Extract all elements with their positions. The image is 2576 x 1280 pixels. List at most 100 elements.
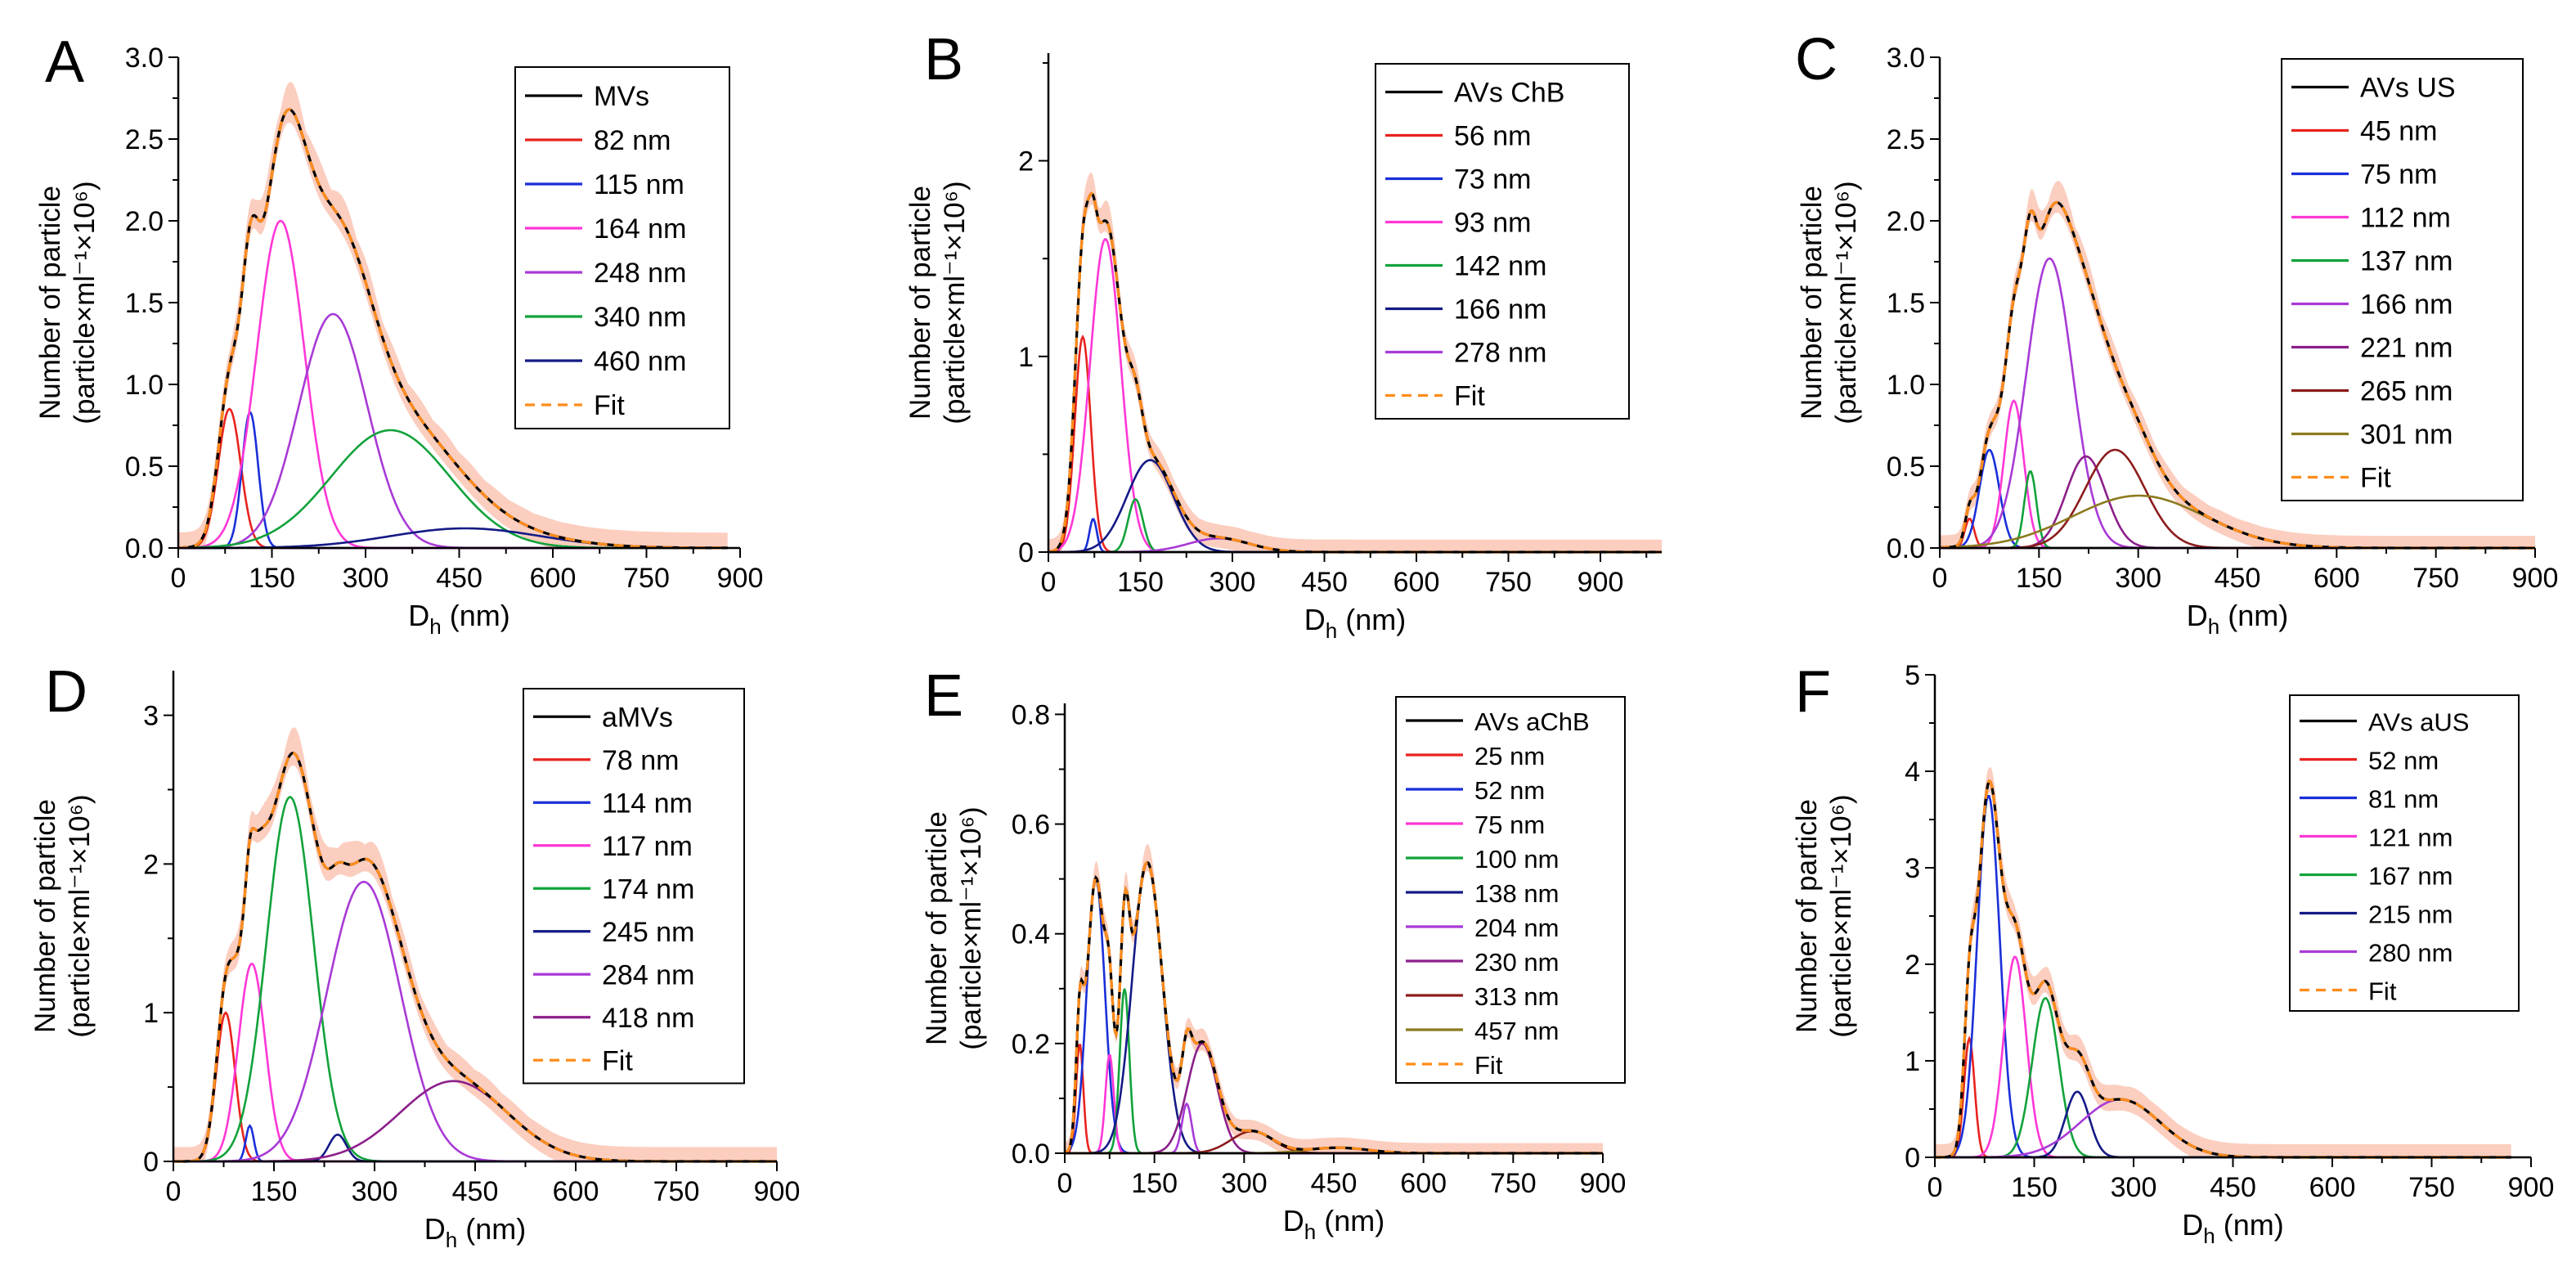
error-band — [1935, 766, 2511, 1157]
x-tick-label: 600 — [530, 563, 577, 594]
y-axis-title-line2: (particle×ml⁻¹×10⁶) — [1830, 181, 1862, 424]
y-axis-title: Number of particle (particle×ml⁻¹×10⁶) — [1796, 181, 1862, 424]
x-tick-label: 450 — [2215, 563, 2261, 594]
panel-E: E 0 150 300 450 600 750 900 0.0 0.2 0.4 0.6 0.8 Dh (n… — [921, 663, 1626, 1244]
legend-box — [2281, 58, 2524, 501]
panel-letter: E — [924, 663, 963, 729]
y-axis-title-line1: Number of particle — [29, 799, 61, 1033]
legend-label: 245 nm — [602, 917, 694, 948]
panel-letter: B — [924, 27, 963, 92]
y-tick-label: 2.5 — [125, 124, 164, 155]
x-tick-label: 0 — [1057, 1168, 1073, 1199]
y-tick-label: 3.0 — [125, 43, 164, 74]
x-tick-label: 150 — [249, 563, 295, 594]
x-tick-label: 450 — [452, 1176, 499, 1207]
y-axis-title: Number of particle (particle×ml⁻¹×10⁶) — [34, 181, 101, 424]
x-tick-label: 900 — [1580, 1168, 1627, 1199]
legend-label: 265 nm — [2360, 376, 2453, 407]
x-tick-label: 600 — [553, 1176, 599, 1207]
error-band — [1940, 181, 2535, 549]
legend-box — [514, 66, 730, 429]
x-tick-label: 0 — [171, 563, 186, 594]
x-tick-label: 900 — [717, 563, 764, 594]
y-tick-label: 2.0 — [1887, 206, 1925, 237]
legend-label: 174 nm — [602, 874, 694, 905]
x-tick-label: 750 — [1490, 1168, 1537, 1199]
legend-label: 457 nm — [1474, 1017, 1559, 1045]
y-axis-title-line2: (particle×ml⁻¹×10⁶) — [1825, 794, 1857, 1037]
legend-label: 167 nm — [2368, 862, 2453, 891]
x-tick-label: 750 — [653, 1176, 700, 1207]
y-axis-title-line2: (particle×ml⁻¹×10⁶) — [939, 181, 971, 424]
y-axis-title-line1: Number of particle — [921, 811, 953, 1045]
y-axis-title: Number of particle (particle×ml⁻¹×10⁶) — [1791, 794, 1857, 1037]
legend-label: 284 nm — [602, 959, 694, 990]
legend-label: AVs aUS — [2368, 708, 2469, 737]
x-tick-label: 300 — [2111, 1172, 2157, 1203]
legend-label: 121 nm — [2368, 824, 2453, 852]
legend-label: 418 nm — [602, 1003, 694, 1034]
x-axis-title: Dh (nm) — [1304, 603, 1406, 643]
x-tick-label: 150 — [251, 1176, 298, 1207]
series-fit — [178, 108, 728, 550]
y-axis-title-line2: (particle×ml⁻¹×10⁶) — [955, 806, 987, 1049]
legend-label: AVs US — [2360, 73, 2456, 104]
y-axis-title-line1: Number of particle — [1796, 186, 1828, 420]
error-band — [178, 82, 728, 549]
x-tick-label: 600 — [1400, 1168, 1447, 1199]
x-tick-label: 300 — [352, 1176, 398, 1207]
y-tick-label: 1.5 — [125, 288, 164, 319]
y-tick-label: 4 — [1905, 757, 1920, 788]
y-tick-label: 3 — [143, 701, 159, 732]
y-axis-title-line1: Number of particle — [1791, 799, 1823, 1033]
panel-A: A 0 150 300 450 600 750 900 0.0 0.5 1.0 1.5 2.0 2.5 3.… — [34, 29, 763, 639]
legend-label: 166 nm — [2360, 290, 2453, 321]
legend-label: 75 nm — [2360, 159, 2438, 191]
legend-label: 137 nm — [2360, 246, 2453, 277]
legend-label: Fit — [1454, 381, 1485, 412]
y-tick-label: 0.0 — [1012, 1139, 1050, 1170]
legend-label: 81 nm — [2368, 785, 2439, 814]
legend-label: 75 nm — [1474, 811, 1545, 839]
y-tick-label: 2 — [1905, 950, 1920, 981]
legend-label: 138 nm — [1474, 879, 1559, 908]
legend-label: 221 nm — [2360, 333, 2453, 364]
x-tick-label: 900 — [2512, 563, 2559, 594]
x-tick-label: 600 — [2309, 1172, 2356, 1203]
legend-label: 93 nm — [1454, 208, 1532, 239]
panel-letter: A — [45, 29, 84, 95]
x-tick-label: 750 — [1485, 567, 1532, 598]
panel-letter: F — [1795, 659, 1831, 725]
legend-box — [1375, 63, 1630, 420]
y-tick-label: 0 — [143, 1147, 159, 1178]
legend-label: MVs — [594, 81, 649, 112]
y-tick-label: 1 — [1905, 1046, 1920, 1077]
x-tick-label: 450 — [2210, 1172, 2256, 1203]
legend-label: 301 nm — [2360, 420, 2453, 451]
legend-label: 25 nm — [1474, 742, 1545, 770]
panel-letter: C — [1795, 27, 1838, 92]
legend-label: 142 nm — [1454, 251, 1546, 282]
y-tick-label: 1.5 — [1887, 288, 1925, 319]
legend-label: 313 nm — [1474, 982, 1559, 1011]
legend-label: 166 nm — [1454, 294, 1546, 326]
x-tick-label: 300 — [343, 563, 389, 594]
y-axis-title-line1: Number of particle — [34, 186, 66, 420]
y-axis-title: Number of particle (particle×ml⁻¹×10⁶) — [904, 181, 971, 424]
y-tick-label: 2.0 — [125, 206, 164, 237]
x-tick-label: 600 — [2313, 563, 2360, 594]
series-fit — [1064, 860, 1603, 1155]
legend-label: 45 nm — [2360, 116, 2438, 147]
legend-label: AVs ChB — [1454, 78, 1564, 109]
legend-label: 56 nm — [1454, 121, 1532, 152]
legend-label: 112 nm — [2360, 203, 2451, 234]
error-band — [173, 727, 777, 1161]
x-tick-label: 900 — [754, 1176, 801, 1207]
legend-label: Fit — [2368, 977, 2397, 1006]
legend-label: 73 nm — [1454, 164, 1532, 195]
x-tick-label: 0 — [166, 1176, 182, 1207]
x-axis-title: Dh (nm) — [2187, 599, 2288, 639]
legend-label: Fit — [594, 390, 625, 421]
panel-C: C 0 150 300 450 600 750 900 0.0 0.5 1.0 1.5 2.0 2.5 3.… — [1795, 27, 2558, 639]
x-tick-label: 150 — [1131, 1168, 1178, 1199]
